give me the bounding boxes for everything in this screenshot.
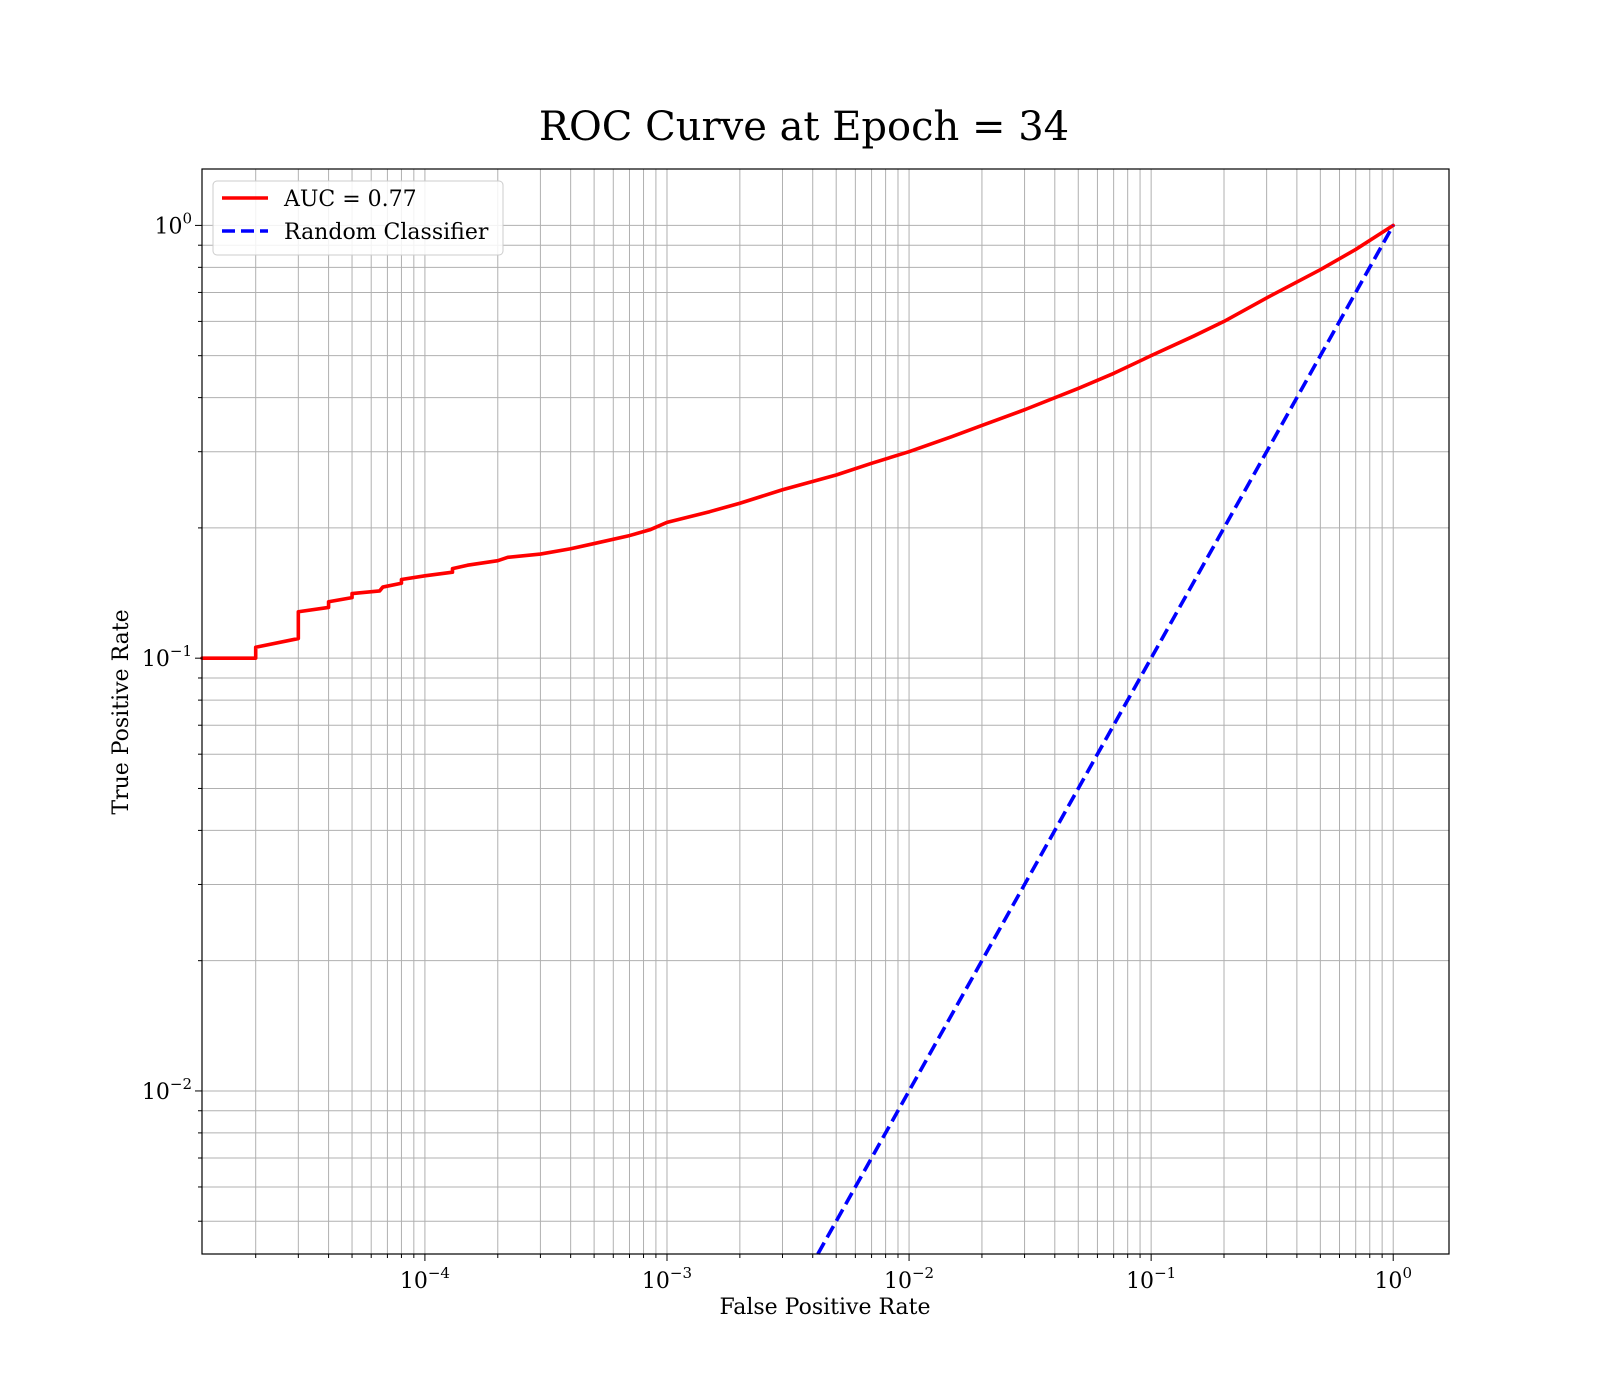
legend-box bbox=[212, 180, 504, 256]
roc-curve-line bbox=[200, 223, 1396, 660]
legend: AUC = 0.77 Random Classifier bbox=[212, 180, 504, 256]
y-tick-label: 100 bbox=[154, 209, 192, 239]
random-classifier-line bbox=[816, 224, 1395, 1255]
plot-frame bbox=[201, 168, 1450, 1255]
x-tick-label: 10−1 bbox=[1126, 1264, 1176, 1294]
legend-label: AUC = 0.77 bbox=[283, 187, 417, 212]
tick-labels: 10−4 10−3 10−2 10−1 100 10−2 10−1 100 bbox=[142, 209, 1412, 1294]
x-tick-label: 10−3 bbox=[642, 1264, 692, 1294]
legend-label: Random Classifier bbox=[284, 220, 489, 245]
x-axis-label: False Positive Rate bbox=[719, 1295, 930, 1320]
x-tick-label: 10−4 bbox=[400, 1264, 450, 1294]
grid bbox=[202, 169, 1449, 1254]
x-tick-label: 100 bbox=[1374, 1264, 1412, 1294]
y-tick-label: 10−1 bbox=[142, 642, 192, 672]
series-group bbox=[200, 223, 1396, 1255]
y-tick-label: 10−2 bbox=[142, 1075, 192, 1105]
tick-marks bbox=[195, 224, 1394, 1261]
x-tick-label: 10−2 bbox=[884, 1264, 934, 1294]
chart-title: ROC Curve at Epoch = 34 bbox=[539, 104, 1069, 150]
y-axis-label: True Positive Rate bbox=[109, 609, 134, 814]
